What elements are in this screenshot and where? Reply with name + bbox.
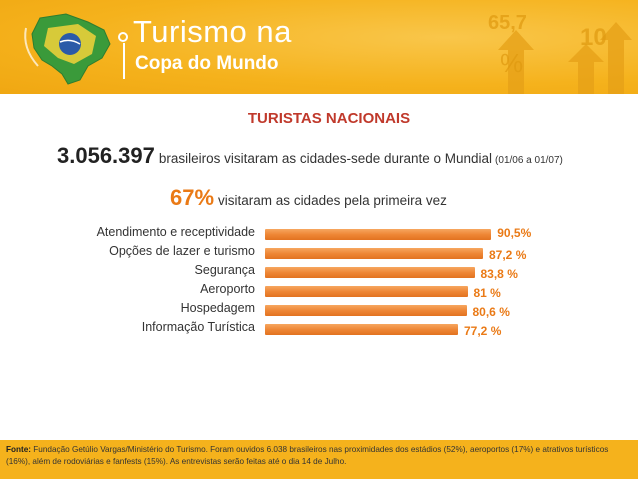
- source-text: Fundação Getúlio Vargas/Ministério do Tu…: [6, 445, 609, 466]
- source-label: Fonte:: [6, 445, 32, 454]
- brand-dot: [118, 32, 128, 42]
- brand-title: Turismo na: [133, 14, 292, 49]
- first-time-statement: 67% visitaram as cidades pela primeira ve…: [170, 185, 447, 211]
- brand-divider: [123, 43, 125, 79]
- first-time-percent: 67%: [170, 185, 215, 210]
- decorative-number: 65,7: [488, 12, 527, 34]
- bar-category-label: Hospedagem: [180, 301, 255, 315]
- total-visitors-text: brasileiros visitaram as cidades-sede du…: [158, 151, 493, 166]
- bar-category-label: Opções de lazer e turismo: [109, 244, 255, 258]
- bar: [265, 305, 467, 316]
- bar-value-label: 87,2 %: [489, 248, 527, 262]
- bar-chart: Atendimento e receptividade 90,5% Opções d…: [0, 222, 638, 347]
- bar: [265, 248, 483, 259]
- brand-subtitle: Copa do Mundo: [135, 53, 279, 74]
- period-text: (01/06 a 01/07): [495, 155, 563, 166]
- bar-value-label: 90,5%: [497, 226, 532, 240]
- header-banner: Turismo na Copa do Mundo 65,7 10 %: [0, 0, 638, 94]
- brazil-map-logo: [24, 13, 111, 85]
- bar-value-label: 80,6 %: [472, 305, 510, 319]
- total-visitors-statement: 3.056.397 brasileiros visitaram as cidade…: [57, 143, 563, 169]
- bar: [265, 286, 468, 297]
- decorative-number: 10: [580, 24, 607, 51]
- bar-value-label: 83,8 %: [480, 267, 518, 281]
- footer-source: Fonte: Fundação Getúlio Vargas/Ministéri…: [0, 440, 638, 479]
- total-visitors-value: 3.056.397: [57, 143, 155, 168]
- bar: [265, 267, 475, 278]
- bar: [265, 324, 458, 335]
- bar-category-label: Aeroporto: [200, 282, 255, 296]
- bar-value-label: 81 %: [473, 286, 501, 300]
- growth-arrows-decoration: [498, 22, 632, 94]
- bar-category-label: Informação Turística: [141, 320, 255, 334]
- first-time-text: visitaram as cidades pela primeira vez: [218, 193, 447, 208]
- chart-title: TURISTAS NACIONAIS: [247, 110, 411, 127]
- decorative-percent: %: [500, 48, 524, 78]
- bar-category-label: Segurança: [194, 263, 255, 277]
- bar-value-label: 77,2 %: [464, 324, 502, 338]
- bar-category-label: Atendimento e receptividade: [96, 225, 255, 239]
- bar: [265, 229, 492, 240]
